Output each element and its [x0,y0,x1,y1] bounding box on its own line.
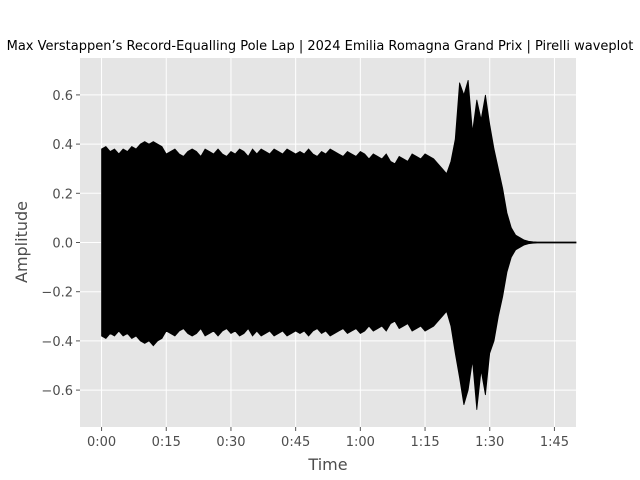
y-axis-ticks: −0.6 −0.4 −0.2 0.0 0.2 0.4 0.6 [41,89,80,399]
y-tick-label: 0.2 [52,187,73,202]
y-tick-label: 0.4 [52,138,73,153]
x-tick-label: 1:30 [475,435,504,450]
x-tick-label: 1:45 [540,435,569,450]
x-tick-label: 0:45 [281,435,310,450]
y-tick-label: −0.4 [41,335,73,350]
waveform-series [101,80,577,410]
x-axis-label: Time [307,455,347,474]
x-tick-label: 1:15 [410,435,439,450]
x-tick-label: 0:30 [216,435,245,450]
y-tick-label: 0.0 [52,237,73,252]
x-axis-ticks: 0:00 0:15 0:30 0:45 1:00 1:15 1:30 1:45 [87,427,569,450]
y-tick-label: −0.6 [41,384,73,399]
y-axis-label: Amplitude [12,201,31,283]
y-tick-label: −0.2 [41,286,73,301]
x-tick-label: 1:00 [346,435,375,450]
x-tick-label: 0:15 [152,435,181,450]
x-tick-label: 0:00 [87,435,116,450]
chart-title: Max Verstappen’s Record-Equalling Pole L… [7,39,634,54]
y-tick-label: 0.6 [52,89,73,104]
